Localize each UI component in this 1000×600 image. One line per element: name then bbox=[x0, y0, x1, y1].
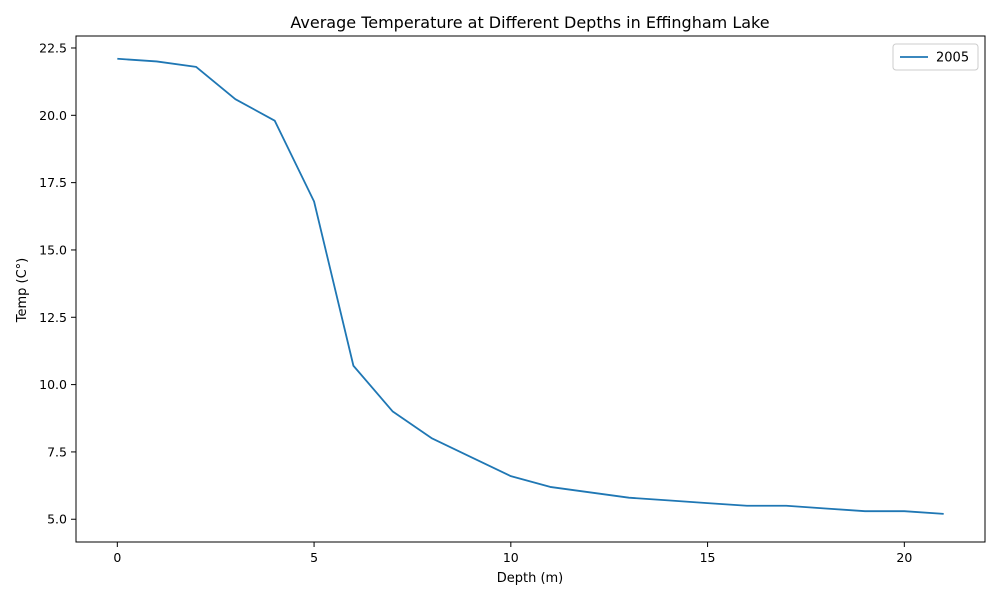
plot-area bbox=[75, 35, 986, 543]
axes-frame bbox=[75, 35, 986, 543]
y-axis-label: Temp (C°) bbox=[15, 258, 30, 324]
chart-title: Average Temperature at Different Depths … bbox=[290, 13, 769, 32]
x-tick-label: 15 bbox=[700, 550, 716, 565]
x-axis-label: Depth (m) bbox=[497, 571, 564, 586]
x-tick-label: 5 bbox=[310, 550, 318, 565]
legend: 2005 bbox=[892, 43, 979, 71]
y-tick-label: 10.0 bbox=[39, 377, 67, 392]
y-tick-label: 7.5 bbox=[47, 444, 67, 459]
y-axis-ticks: 5.0 7.5 10.0 12.5 15.0 17.5 20.0 22.5 bbox=[39, 40, 76, 527]
y-tick-label: 12.5 bbox=[39, 310, 67, 325]
y-tick-label: 5.0 bbox=[47, 512, 67, 527]
x-axis-ticks: 0 5 10 15 20 bbox=[113, 542, 912, 565]
y-tick-label: 20.0 bbox=[39, 108, 67, 123]
x-tick-label: 20 bbox=[896, 550, 912, 565]
legend-label-2005: 2005 bbox=[936, 51, 969, 66]
x-tick-label: 0 bbox=[113, 550, 121, 565]
legend-box bbox=[892, 43, 979, 71]
y-tick-label: 17.5 bbox=[39, 175, 67, 190]
y-tick-label: 22.5 bbox=[39, 40, 67, 55]
x-tick-label: 10 bbox=[503, 550, 519, 565]
y-tick-label: 15.0 bbox=[39, 242, 67, 257]
series-line-0 bbox=[117, 57, 944, 515]
